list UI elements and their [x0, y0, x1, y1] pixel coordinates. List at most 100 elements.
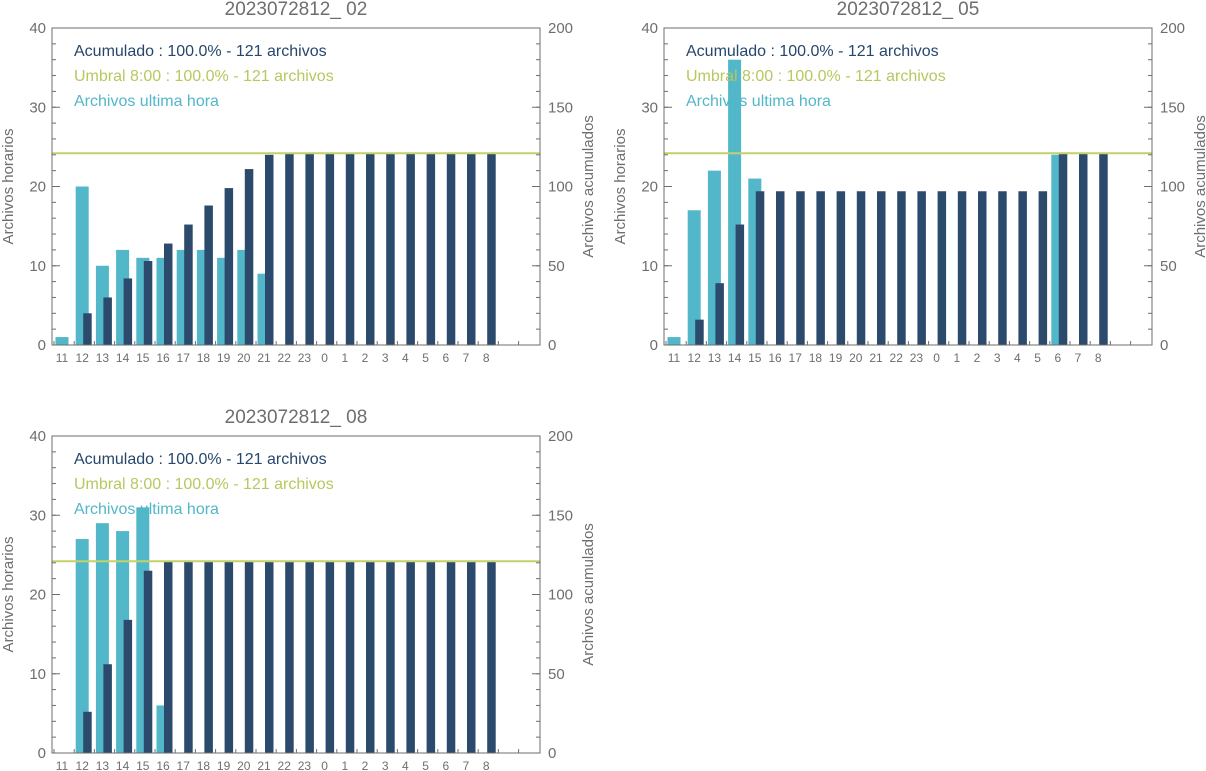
x-tick-label: 8: [1095, 351, 1102, 365]
cumulative-bar: [735, 224, 745, 345]
legend-entry: Acumulado : 100.0% - 121 archivos: [686, 43, 939, 60]
cumulative-bar: [224, 188, 234, 345]
cumulative-bar: [83, 711, 92, 753]
cumulative-bar: [715, 283, 724, 345]
y-left-tick-label: 10: [29, 666, 46, 683]
cumulative-bar: [856, 191, 866, 345]
cumulative-bar: [265, 561, 274, 753]
x-tick-label: 14: [728, 351, 742, 365]
legend-entry: Umbral 8:00 : 100.0% - 121 archivos: [74, 476, 334, 493]
hourly-bar: [75, 186, 89, 345]
x-tick-label: 6: [442, 759, 449, 771]
legend-entry: Umbral 8:00 : 100.0% - 121 archivos: [686, 68, 946, 85]
legend-entry: Archivos ultima hora: [686, 93, 831, 110]
x-tick-label: 15: [748, 351, 762, 365]
y-right-tick-label: 150: [548, 507, 573, 524]
x-tick-label: 5: [1034, 351, 1041, 365]
x-tick-label: 0: [321, 351, 328, 365]
legend-entry: Acumulado : 100.0% - 121 archivos: [74, 451, 327, 468]
cumulative-bar: [406, 561, 415, 753]
x-tick-label: 13: [96, 759, 110, 771]
x-tick-label: 2: [974, 351, 981, 365]
y-right-axis-label: Archivos acumulados: [580, 523, 597, 666]
cumulative-bar: [796, 191, 805, 345]
cumulative-bar: [487, 153, 496, 345]
x-tick-label: 4: [1014, 351, 1021, 365]
cumulative-bar: [224, 561, 234, 753]
x-tick-label: 18: [809, 351, 823, 365]
x-tick-label: 21: [257, 759, 271, 771]
x-tick-label: 20: [237, 351, 251, 365]
x-tick-label: 17: [177, 351, 191, 365]
y-left-tick-label: 0: [650, 337, 658, 354]
y-right-tick-label: 200: [1160, 20, 1185, 37]
x-tick-label: 0: [321, 759, 328, 771]
hourly-bar: [687, 210, 701, 345]
x-tick-label: 8: [483, 759, 490, 771]
cumulative-bar: [83, 313, 92, 345]
x-tick-label: 15: [136, 759, 150, 771]
cumulative-bar: [386, 153, 395, 345]
y-left-tick-label: 30: [29, 507, 46, 524]
x-tick-label: 19: [217, 759, 231, 771]
y-right-tick-label: 150: [548, 99, 573, 116]
y-right-axis-label: Archivos acumulados: [580, 115, 597, 258]
y-right-axis-label: Archivos acumulados: [1192, 115, 1206, 258]
hourly-bar: [75, 539, 89, 753]
cumulative-bar: [386, 561, 395, 753]
x-tick-label: 0: [933, 351, 940, 365]
y-left-tick-label: 20: [29, 587, 46, 604]
chart-title: 2023072812_ 02: [225, 0, 368, 20]
chart-title: 2023072812_ 08: [225, 407, 368, 428]
x-tick-label: 12: [76, 759, 90, 771]
cumulative-bar: [366, 153, 375, 345]
x-tick-label: 19: [829, 351, 843, 365]
x-tick-label: 21: [869, 351, 883, 365]
cumulative-bar: [325, 561, 335, 753]
cumulative-bar: [103, 664, 112, 753]
y-right-tick-label: 100: [548, 587, 573, 604]
cumulative-bar: [164, 243, 173, 345]
cumulative-bar: [937, 191, 947, 345]
x-tick-label: 16: [156, 759, 170, 771]
x-tick-label: 23: [298, 759, 312, 771]
y-left-axis-label: Archivos horarios: [0, 129, 17, 245]
cumulative-bar: [204, 561, 213, 753]
cumulative-bar: [897, 191, 906, 345]
x-tick-label: 21: [257, 351, 271, 365]
cumulative-bar: [776, 191, 785, 345]
x-tick-label: 22: [890, 351, 904, 365]
y-left-tick-label: 40: [641, 20, 658, 37]
cumulative-bar: [244, 169, 254, 345]
x-tick-label: 3: [994, 351, 1001, 365]
y-left-tick-label: 10: [641, 258, 658, 275]
y-right-tick-label: 0: [548, 745, 556, 762]
x-tick-label: 11: [56, 759, 69, 771]
y-right-tick-label: 0: [548, 337, 556, 354]
cumulative-bar: [816, 191, 825, 345]
x-tick-label: 2: [362, 759, 369, 771]
cumulative-bar: [1058, 153, 1068, 345]
cumulative-bar: [143, 260, 153, 345]
chart-title: 2023072812_ 05: [837, 0, 980, 20]
x-tick-label: 12: [688, 351, 702, 365]
y-left-tick-label: 0: [38, 337, 46, 354]
cumulative-bar: [467, 153, 476, 345]
x-tick-label: 15: [136, 351, 150, 365]
x-tick-label: 6: [442, 351, 449, 365]
cumulative-bar: [325, 153, 335, 345]
cumulative-bar: [184, 561, 193, 753]
cumulative-bar: [406, 153, 415, 345]
x-tick-label: 1: [341, 759, 348, 771]
cumulative-bar: [426, 153, 436, 345]
y-right-tick-label: 100: [548, 179, 573, 196]
cumulative-bar: [695, 319, 704, 345]
cumulative-bar: [467, 561, 476, 753]
cumulative-bar: [998, 191, 1007, 345]
cumulative-bar: [755, 191, 765, 345]
cumulative-bar: [123, 278, 133, 345]
hourly-bar: [667, 337, 681, 345]
cumulative-bar: [184, 224, 193, 345]
